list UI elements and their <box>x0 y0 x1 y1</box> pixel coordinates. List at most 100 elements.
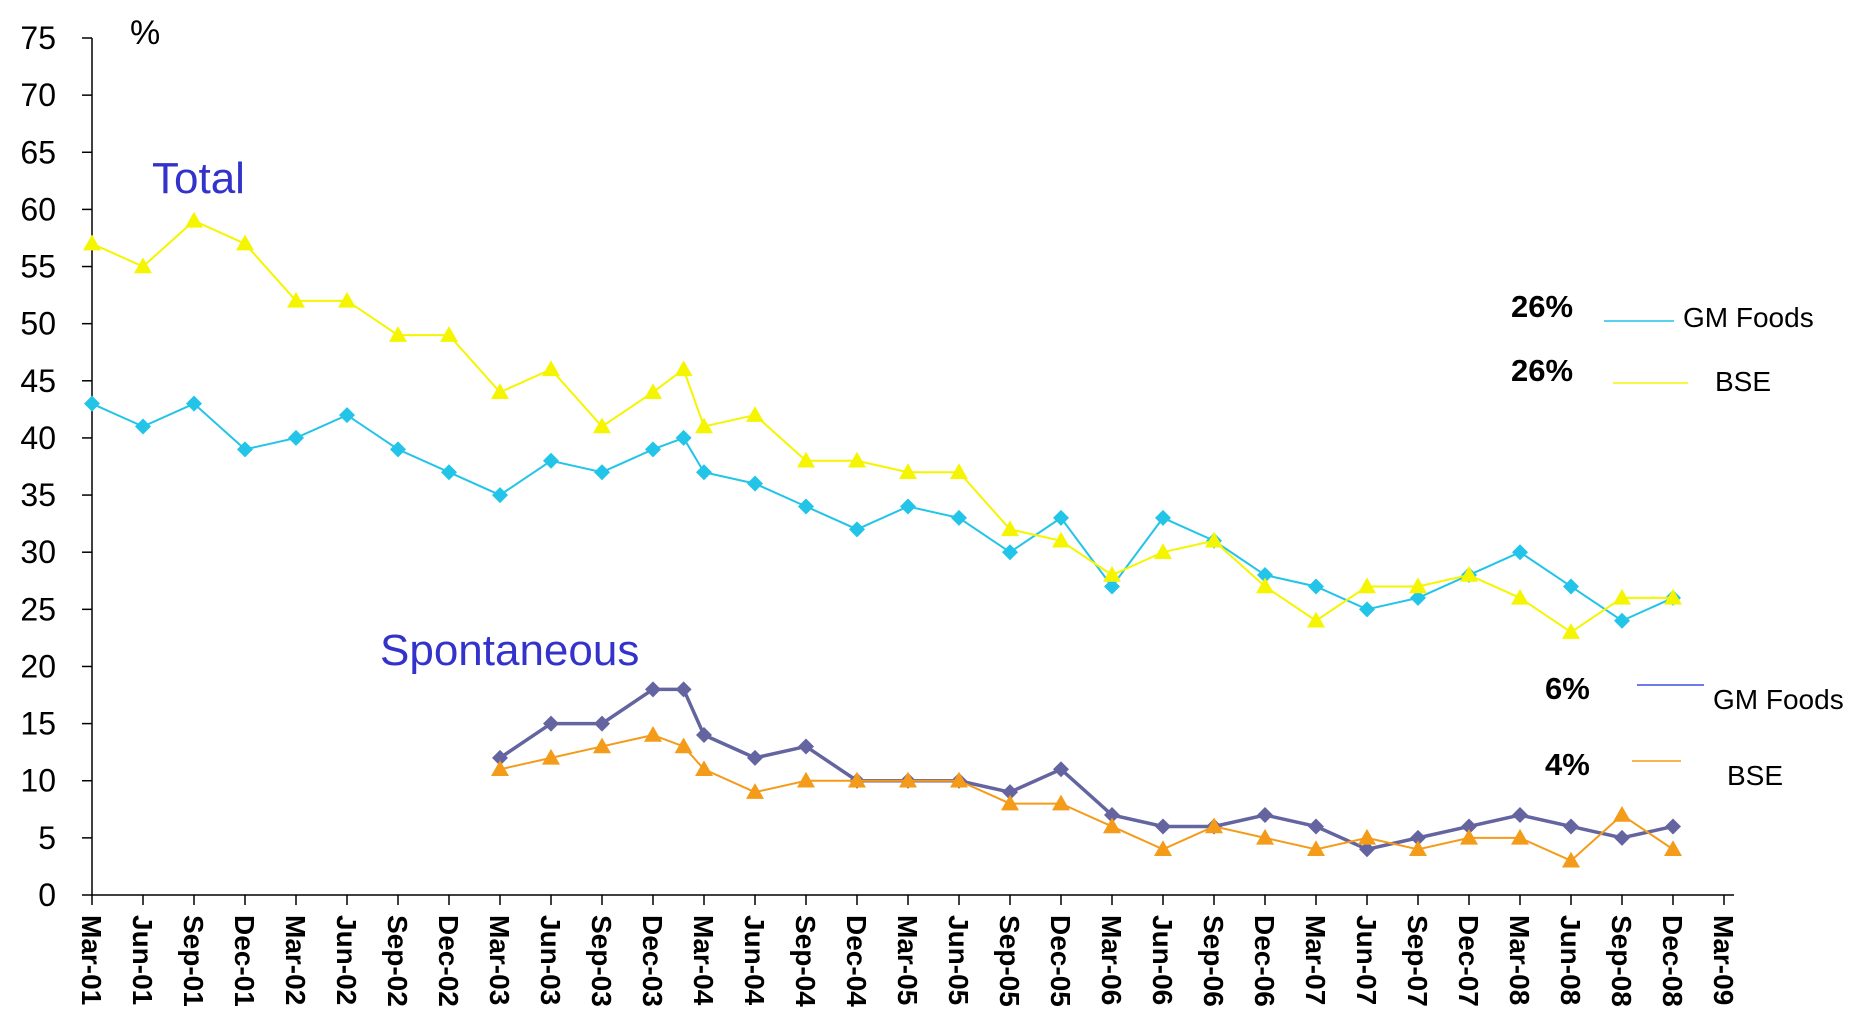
data-point-triangle <box>1460 566 1478 582</box>
x-tick-label: Mar-01 <box>76 915 107 1005</box>
data-point-diamond <box>747 749 763 766</box>
data-point-diamond <box>1410 589 1426 606</box>
y-tick-label: 40 <box>20 420 56 456</box>
data-point-diamond <box>1359 601 1375 618</box>
data-point-triangle <box>1460 828 1478 845</box>
x-tick-label: Sep-04 <box>790 915 821 1007</box>
data-point-triangle <box>1256 828 1274 845</box>
data-point-diamond <box>1665 818 1681 835</box>
x-tick-label: Mar-04 <box>688 915 719 1006</box>
data-point-triangle <box>1154 543 1172 559</box>
data-point-triangle <box>1001 520 1019 537</box>
x-tick-label: Mar-07 <box>1300 915 1331 1005</box>
data-point-diamond <box>1002 784 1018 801</box>
y-tick-label: 20 <box>20 648 56 684</box>
data-point-triangle <box>899 771 917 788</box>
y-tick-label: 25 <box>20 591 56 627</box>
data-point-triangle <box>1613 806 1631 822</box>
data-point-diamond <box>645 441 661 458</box>
data-point-diamond <box>237 441 253 458</box>
data-point-triangle <box>644 726 662 742</box>
legend-name: BSE <box>1727 760 1783 791</box>
x-tick-label: Mar-09 <box>1708 915 1739 1005</box>
data-point-triangle <box>1358 577 1376 594</box>
data-point-triangle <box>746 406 764 422</box>
data-point-diamond <box>339 407 355 424</box>
legend-value: 26% <box>1511 353 1573 388</box>
legend-value: 4% <box>1545 747 1590 782</box>
x-tick-label: Jun-02 <box>331 915 362 1005</box>
data-point-diamond <box>84 395 100 412</box>
data-point-diamond <box>1614 829 1630 846</box>
x-tick-label: Dec-02 <box>433 915 464 1007</box>
data-point-triangle <box>695 760 713 777</box>
legend-value: 26% <box>1511 289 1573 324</box>
spontaneous-group-label: Spontaneous <box>380 626 639 675</box>
y-tick-label: 70 <box>20 77 56 113</box>
data-point-diamond <box>1257 807 1273 824</box>
series-line <box>499 687 1674 852</box>
series-line <box>91 402 1674 622</box>
series-layer <box>83 211 1682 868</box>
data-point-triangle <box>1358 828 1376 845</box>
data-point-diamond <box>1053 509 1069 526</box>
data-point-diamond <box>747 475 763 492</box>
x-axis-ticks: Mar-01 Jun-01 Sep-01 Dec-01 Mar-02 Jun-02 Sep-… <box>76 895 1739 1007</box>
data-point-diamond <box>1614 612 1630 629</box>
x-tick-label: Sep-06 <box>1198 915 1229 1007</box>
legend: 26% GM Foods 26% BSE 6% GM Foods 4% BSE <box>1511 289 1844 791</box>
data-point-triangle <box>1562 623 1580 639</box>
data-point-triangle <box>1409 577 1427 594</box>
x-tick-label: Sep-03 <box>586 915 617 1007</box>
x-tick-label: Mar-08 <box>1504 915 1535 1005</box>
y-tick-label: 0 <box>38 877 56 913</box>
y-tick-label: 35 <box>20 477 56 513</box>
data-point-diamond <box>1359 841 1375 858</box>
data-point-diamond <box>492 487 508 504</box>
data-point-triangle <box>1103 566 1121 582</box>
y-tick-label: 55 <box>20 249 56 285</box>
data-point-diamond <box>1461 818 1477 835</box>
x-tick-label: Jun-03 <box>535 915 566 1005</box>
x-tick-label: Jun-06 <box>1147 915 1178 1005</box>
data-point-diamond <box>135 418 151 435</box>
data-point-triangle <box>542 360 560 377</box>
data-point-diamond <box>492 749 508 766</box>
y-tick-label: 5 <box>38 820 56 856</box>
data-point-triangle <box>338 291 356 308</box>
series-line <box>91 219 1673 634</box>
data-point-diamond <box>288 429 304 446</box>
data-point-diamond <box>1308 818 1324 835</box>
data-point-diamond <box>1257 567 1273 584</box>
data-point-diamond <box>390 441 406 458</box>
data-point-diamond <box>543 452 559 469</box>
y-tick-label: 50 <box>20 306 56 342</box>
x-tick-label: Jun-07 <box>1351 915 1382 1005</box>
data-point-triangle <box>83 234 101 251</box>
x-tick-label: Mar-02 <box>280 915 311 1005</box>
x-tick-label: Mar-05 <box>892 915 923 1005</box>
data-point-triangle <box>1205 531 1223 548</box>
y-tick-label: 75 <box>20 20 56 56</box>
data-point-triangle <box>674 737 693 754</box>
x-tick-label: Mar-03 <box>484 915 515 1005</box>
data-point-triangle <box>1256 577 1274 594</box>
data-point-triangle <box>134 257 152 274</box>
x-tick-label: Sep-05 <box>994 915 1025 1007</box>
series-total-bse <box>83 211 1682 639</box>
data-point-diamond <box>1155 509 1171 526</box>
data-point-triangle <box>491 760 509 777</box>
x-tick-label: Dec-03 <box>637 915 668 1007</box>
data-point-triangle <box>797 451 815 468</box>
x-tick-label: Jun-01 <box>127 915 158 1005</box>
series-total-gm-foods <box>84 395 1681 629</box>
data-point-triangle <box>1103 817 1121 834</box>
data-point-diamond <box>849 521 865 538</box>
data-point-triangle <box>1562 851 1580 868</box>
data-point-diamond <box>1002 544 1018 561</box>
data-point-diamond <box>798 498 814 515</box>
data-point-diamond <box>1512 544 1528 561</box>
x-tick-label: Jun-08 <box>1555 915 1586 1005</box>
legend-name: GM Foods <box>1683 302 1814 333</box>
legend-value: 6% <box>1545 671 1590 706</box>
